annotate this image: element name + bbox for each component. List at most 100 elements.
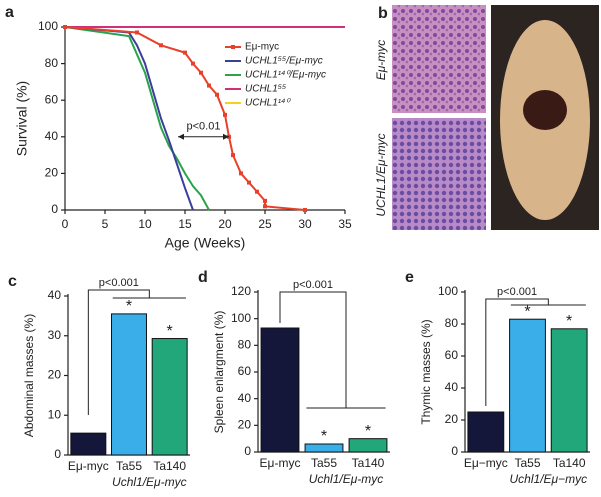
legend-label: UCHL1¹⁴⁰	[245, 98, 291, 109]
y-tick-label: 40	[48, 288, 62, 302]
bar	[550, 328, 588, 453]
legend-label: UCHL1⁵⁵/Eμ-myc	[245, 56, 323, 67]
significance-star: *	[566, 313, 572, 330]
significance-label: p<0.001	[497, 286, 537, 298]
y-tick-label: 20	[48, 368, 62, 382]
y-tick-label: 20	[45, 166, 59, 180]
x-tick-label: 30	[298, 217, 312, 231]
panel-letter: a	[5, 4, 14, 21]
x-tick-label: Ta55	[514, 456, 540, 470]
panel-letter: c	[8, 273, 17, 290]
y-tick-label: 40	[445, 380, 459, 394]
significance-star: *	[126, 298, 132, 315]
y-tick-label: 0	[244, 444, 251, 458]
significance-label: p<0.001	[99, 277, 139, 289]
x-tick-label: 25	[258, 217, 272, 231]
y-tick-label: 0	[54, 447, 61, 461]
y-tick-label: 40	[45, 129, 59, 143]
point	[135, 30, 139, 35]
bar	[304, 443, 344, 453]
annotation-arrow	[178, 133, 229, 140]
x-tick-label: Eμ−myc	[464, 456, 508, 470]
x-tick-label: 10	[138, 217, 152, 231]
histology-image	[392, 118, 486, 230]
legend-label: UCHL1¹⁴⁰/Eμ-myc	[245, 70, 326, 81]
point	[263, 198, 267, 203]
significance-bracket	[87, 289, 186, 415]
y-axis-label: Survival (%)	[14, 81, 30, 156]
legend-label: UCHL1⁵⁵	[245, 84, 286, 95]
x-tick-label: 5	[102, 217, 109, 231]
y-tick-label: 20	[445, 412, 459, 426]
image-label: UCHL1/Eμ-myc	[374, 133, 388, 216]
bar	[151, 338, 188, 456]
y-tick-label: 30	[48, 328, 62, 342]
x-axis-label: Age (Weeks)	[165, 235, 246, 251]
x-tick-label: Ta140	[553, 456, 586, 470]
point	[263, 204, 267, 209]
survival-line	[64, 26, 210, 211]
x-tick-label: Eμ-myc	[68, 459, 109, 473]
point	[63, 25, 67, 29]
y-tick-label: 100	[231, 311, 251, 325]
histology-image	[392, 5, 486, 113]
bar	[509, 318, 546, 453]
x-tick-label: 0	[62, 217, 69, 231]
group-label: Uchl1/Eμ−myc	[510, 472, 588, 486]
y-tick-label: 60	[238, 364, 252, 378]
y-tick-label: 60	[45, 92, 59, 106]
point	[231, 153, 235, 158]
y-axis-label: Thymic masses (%)	[419, 319, 433, 424]
x-tick-label: Ta55	[311, 456, 337, 470]
significance-star: *	[524, 303, 530, 320]
annotation: p<0.01	[187, 121, 221, 133]
point	[199, 70, 203, 75]
point	[191, 61, 195, 66]
legend-label: Eμ-myc	[245, 42, 279, 53]
point	[159, 43, 163, 48]
bar	[467, 411, 505, 453]
point	[223, 112, 227, 117]
dissection-image	[523, 90, 567, 130]
bar	[260, 327, 300, 453]
y-tick-label: 10	[48, 407, 62, 421]
x-tick-label: 15	[178, 217, 192, 231]
y-tick-label: 0	[51, 202, 58, 216]
y-tick-label: 80	[238, 338, 252, 352]
y-tick-label: 20	[238, 418, 252, 432]
y-tick-label: 120	[231, 284, 251, 298]
survival-line	[64, 26, 194, 211]
point	[255, 189, 259, 194]
y-tick-label: 80	[45, 56, 59, 70]
x-tick-label: 20	[218, 217, 232, 231]
point	[303, 208, 307, 212]
significance-star: *	[321, 428, 327, 445]
x-tick-label: Ta140	[153, 459, 186, 473]
significance-bracket	[485, 298, 586, 406]
significance-star: *	[365, 423, 371, 440]
panel-letter: d	[198, 269, 208, 286]
point	[207, 83, 211, 88]
x-tick-label: Ta55	[116, 459, 142, 473]
significance-label: p<0.001	[293, 279, 333, 291]
point	[239, 171, 243, 176]
x-tick-label: 35	[338, 217, 352, 231]
x-tick-label: Eμ-myc	[260, 456, 301, 470]
y-tick-label: 40	[238, 391, 252, 405]
y-axis-label: Spleen enlargment (%)	[212, 311, 226, 434]
y-axis-label: Abdominal masses (%)	[22, 314, 36, 437]
group-label: Uchl1/Eμ-myc	[112, 475, 187, 489]
bar	[111, 313, 147, 456]
y-tick-label: 60	[445, 348, 459, 362]
legend-swatch	[231, 45, 235, 49]
bar	[70, 432, 107, 456]
point	[215, 92, 219, 97]
point	[183, 50, 187, 55]
x-tick-label: Ta140	[352, 456, 385, 470]
point	[247, 180, 251, 185]
y-tick-label: 0	[451, 444, 458, 458]
y-tick-label: 100	[438, 284, 458, 298]
group-label: Uchl1/Eμ-myc	[309, 472, 384, 486]
image-label: Eμ-myc	[374, 40, 388, 81]
